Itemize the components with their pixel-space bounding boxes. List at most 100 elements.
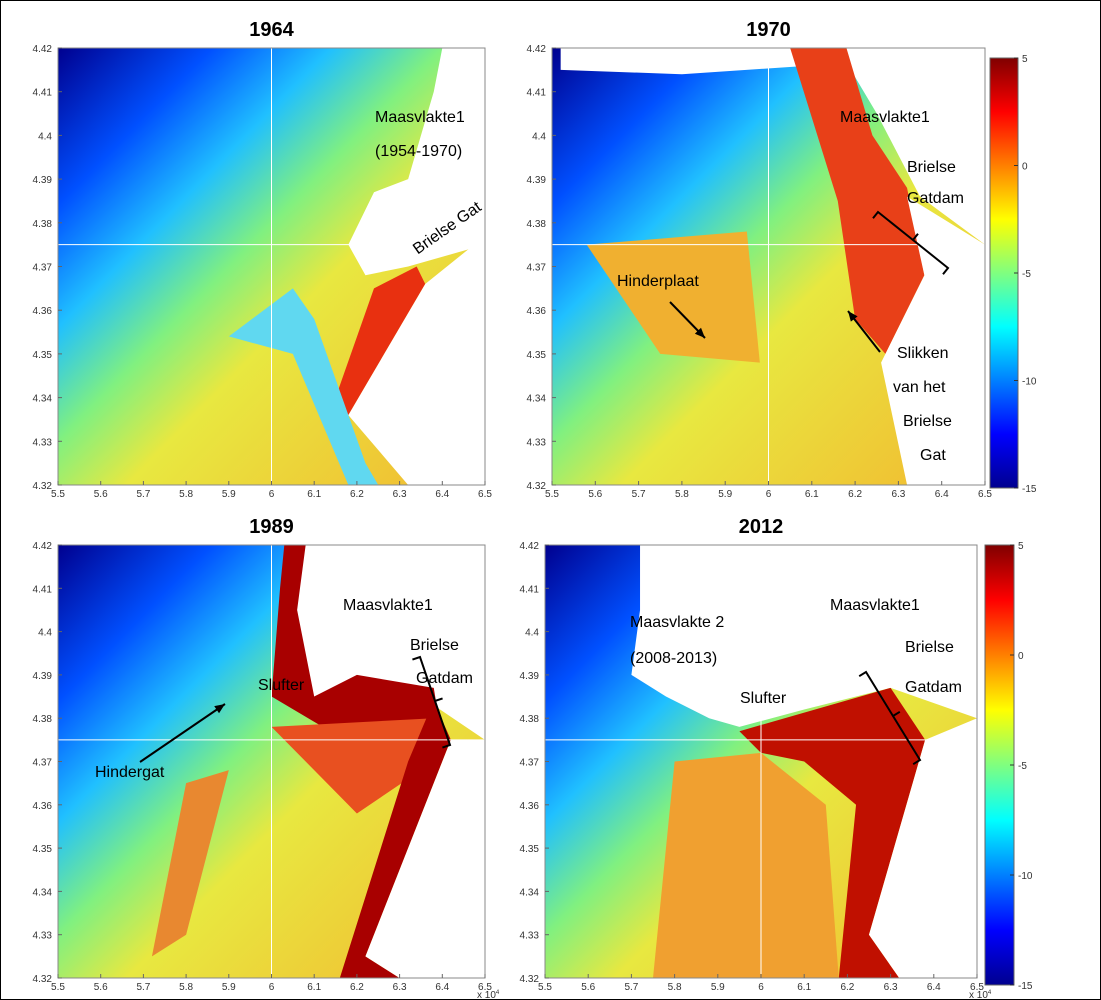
figure: 1964 5.5 5.6 5.7 5.8 5.9 6 6.1 6.2 6.3 6.4 6.5 4.32 4… — [0, 0, 1101, 1000]
y-tick-label: 4.35 — [33, 844, 53, 855]
x-tick-label: 5.8 — [179, 489, 193, 500]
map-panel: 19645.55.65.75.85.966.16.26.36.46.54.324… — [33, 19, 493, 500]
y-tick-label: 4.34 — [33, 887, 53, 898]
x-tick-label: 6.1 — [307, 489, 321, 500]
x-tick-label: 6.3 — [393, 982, 407, 993]
y-tick-label: 4.41 — [33, 88, 53, 99]
x-tick-label: 6.3 — [891, 489, 905, 500]
colorbar-tick-label: 0 — [1018, 651, 1024, 662]
y-tick-label: 4.39 — [33, 671, 53, 682]
colorbar-tick-label: -5 — [1022, 269, 1031, 280]
x-tick-label: 6 — [269, 489, 275, 500]
annotation: Maasvlakte1 — [830, 597, 920, 614]
y-tick-label: 4.41 — [527, 88, 547, 99]
x-scale-base: x 10 — [969, 990, 988, 1000]
y-tick-label: 4.37 — [527, 263, 547, 274]
x-tick-label: 5.9 — [222, 982, 236, 993]
x-tick-label: 6.4 — [435, 982, 449, 993]
x-tick-label: 5.9 — [718, 489, 732, 500]
y-tick-label: 4.36 — [520, 801, 540, 812]
x-scale-exponent: 4 — [988, 990, 992, 996]
x-tick-label: 5.6 — [588, 489, 602, 500]
y-tick-label: 4.42 — [520, 541, 540, 552]
x-scale-exponent: 4 — [496, 990, 500, 996]
annotation: Maasvlakte 2 — [630, 614, 724, 631]
x-tick-label: 6.2 — [350, 489, 364, 500]
annotation: Brielse — [903, 413, 952, 430]
y-tick-label: 4.34 — [527, 394, 547, 405]
annotation: Brielse — [905, 639, 954, 656]
x-tick-label: 5.7 — [632, 489, 646, 500]
y-tick-label: 4.36 — [33, 801, 53, 812]
x-tick-label: 5.5 — [538, 982, 552, 993]
y-tick-label: 4.33 — [520, 931, 540, 942]
y-tick-label: 4.4 — [525, 628, 539, 639]
y-tick-label: 4.42 — [33, 44, 53, 55]
x-tick-label: 5.7 — [136, 489, 150, 500]
colorbar-tick-label: 0 — [1022, 162, 1028, 173]
y-tick-label: 4.35 — [527, 350, 547, 361]
colorbar-tick-label: -15 — [1022, 484, 1037, 495]
x-tick-label: 6.4 — [435, 489, 449, 500]
y-tick-label: 4.37 — [33, 758, 53, 769]
panel-title: 1989 — [249, 516, 294, 538]
y-tick-label: 4.33 — [33, 931, 53, 942]
y-tick-label: 4.36 — [527, 306, 547, 317]
x-tick-label: 5.5 — [51, 982, 65, 993]
y-tick-label: 4.35 — [33, 350, 53, 361]
x-tick-label: 5.9 — [711, 982, 725, 993]
annotation: Brielse — [410, 637, 459, 654]
annotation: Slikken — [897, 345, 949, 362]
x-tick-label: 5.7 — [624, 982, 638, 993]
x-tick-label: 5.5 — [545, 489, 559, 500]
y-tick-label: 4.32 — [520, 974, 540, 985]
colorbar-tick-label: -10 — [1018, 871, 1033, 882]
panel-title: 1964 — [249, 19, 294, 41]
y-tick-label: 4.36 — [33, 306, 53, 317]
x-tick-label: 5.8 — [675, 489, 689, 500]
annotation: (2008-2013) — [630, 650, 717, 667]
y-tick-label: 4.34 — [520, 887, 540, 898]
annotation: Slufter — [258, 677, 305, 694]
annotation: Hindergat — [95, 764, 165, 781]
x-scale-base: x 10 — [477, 990, 496, 1000]
x-scale-label: x 104 — [969, 990, 992, 1000]
y-tick-label: 4.38 — [33, 714, 53, 725]
y-tick-label: 4.38 — [527, 219, 547, 230]
colorbar — [990, 58, 1018, 488]
y-tick-label: 4.39 — [527, 175, 547, 186]
x-tick-label: 5.6 — [581, 982, 595, 993]
x-tick-label: 6.1 — [805, 489, 819, 500]
x-tick-label: 6.3 — [884, 982, 898, 993]
annotation: Hinderplaat — [617, 273, 699, 290]
y-tick-label: 4.4 — [532, 131, 546, 142]
colorbar-tick-label: -10 — [1022, 377, 1037, 388]
annotation: Slufter — [740, 690, 787, 707]
x-tick-label: 6.1 — [797, 982, 811, 993]
x-tick-label: 6.4 — [927, 982, 941, 993]
page: 1964 5.5 5.6 5.7 5.8 5.9 6 6.1 6.2 6.3 6.4 6.5 4.32 4… — [0, 0, 1101, 1000]
colorbar — [985, 545, 1014, 985]
x-tick-label: 5.7 — [136, 982, 150, 993]
colorbar-tick-label: 5 — [1022, 54, 1028, 65]
panel-title: 1970 — [746, 19, 791, 41]
annotation: Maasvlakte1 — [840, 109, 930, 126]
y-tick-label: 4.32 — [33, 481, 53, 492]
annotation: van het — [893, 379, 946, 396]
x-tick-label: 5.8 — [179, 982, 193, 993]
map-panel: 20125.55.65.75.85.966.16.26.36.46.54.324… — [520, 516, 1033, 1000]
y-tick-label: 4.39 — [33, 175, 53, 186]
x-tick-label: 6.5 — [978, 489, 992, 500]
x-tick-label: 5.5 — [51, 489, 65, 500]
x-tick-label: 6.2 — [848, 489, 862, 500]
y-tick-label: 4.39 — [520, 671, 540, 682]
annotation: Gatdam — [905, 679, 962, 696]
y-tick-label: 4.42 — [33, 541, 53, 552]
y-tick-label: 4.37 — [520, 758, 540, 769]
y-tick-label: 4.38 — [33, 219, 53, 230]
annotation: Gat — [920, 447, 946, 464]
land — [631, 545, 977, 727]
panel-title: 2012 — [739, 516, 784, 538]
annotation: Maasvlakte1 — [343, 597, 433, 614]
